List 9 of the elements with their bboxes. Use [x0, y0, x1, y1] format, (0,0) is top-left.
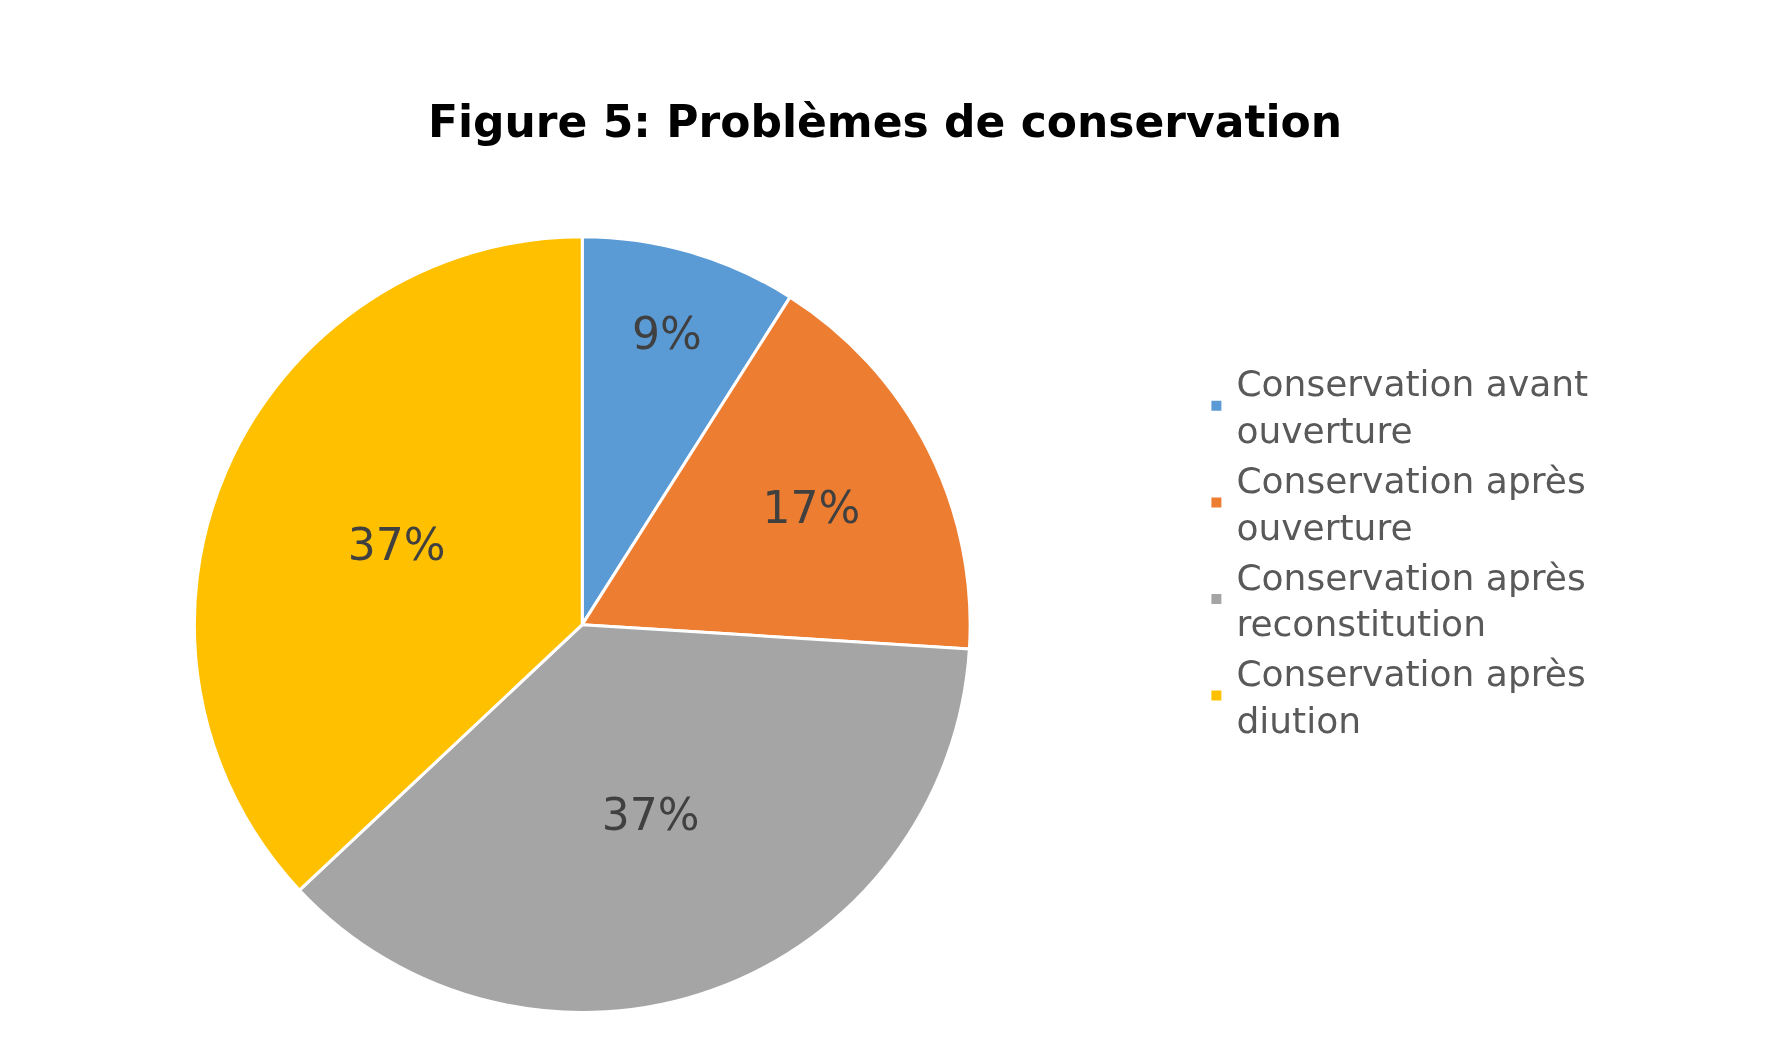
data-label: 37% [601, 789, 700, 841]
legend-label: Conservation après diution [1236, 653, 1586, 742]
data-label: 9% [631, 307, 702, 359]
legend-label: Conservation avant ouverture [1236, 363, 1589, 452]
legend-label: Conservation après reconstitution [1236, 556, 1586, 645]
data-label: 37% [347, 518, 446, 570]
legend-label: Conservation après ouverture [1236, 460, 1586, 548]
data-label: 17% [762, 482, 861, 534]
chart-title: Figure 5: Problèmes de conservation [427, 96, 1343, 147]
